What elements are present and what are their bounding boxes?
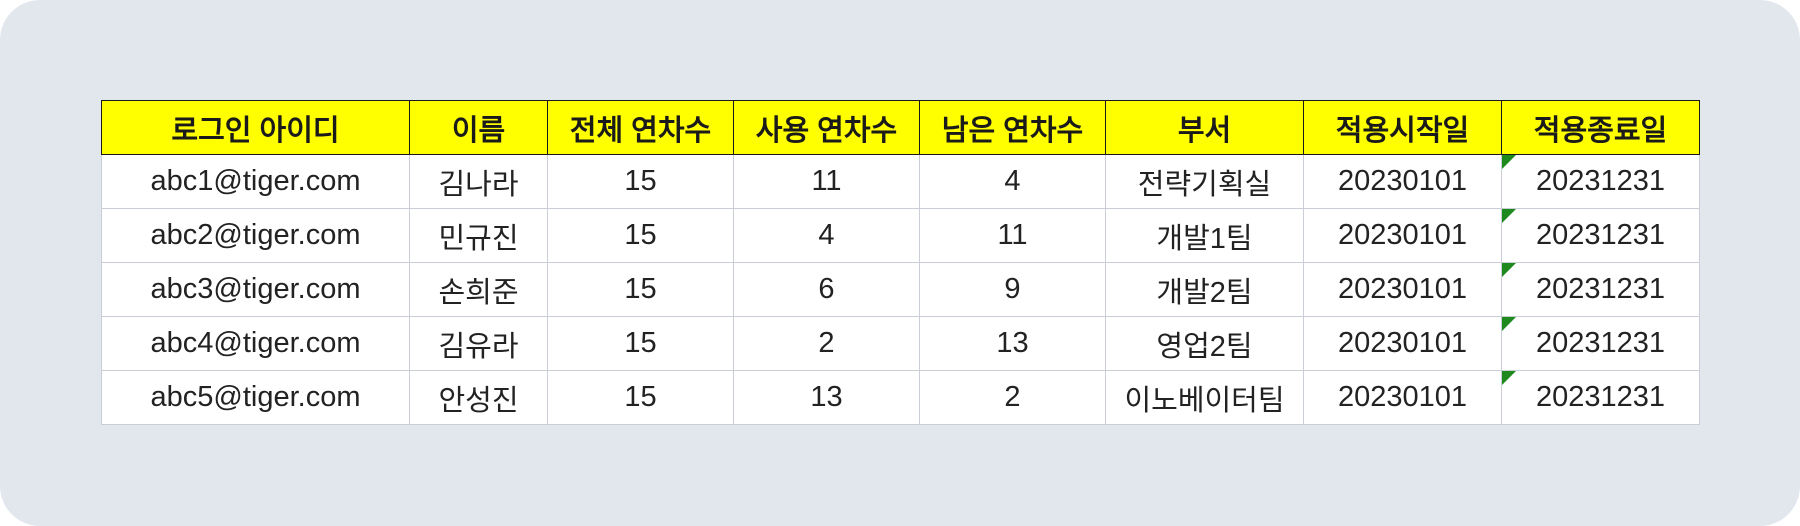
cell-end-date[interactable]: 20231231 [1501, 262, 1700, 317]
cell-remaining-leave[interactable]: 9 [919, 262, 1106, 317]
header-cell-start-date[interactable]: 적용시작일 [1303, 100, 1502, 155]
cell-department[interactable]: 이노베이터팀 [1105, 370, 1304, 425]
cell-start-date[interactable]: 20230101 [1303, 154, 1502, 209]
cell-department[interactable]: 개발2팀 [1105, 262, 1304, 317]
cell-end-date-value: 20231231 [1535, 273, 1666, 305]
header-cell-remaining-leave[interactable]: 남은 연차수 [919, 100, 1106, 155]
cell-used-leave[interactable]: 11 [733, 154, 920, 209]
table-row: abc3@tiger.com 손희준 15 6 9 개발2팀 20230101 … [101, 262, 1700, 317]
header-cell-end-date[interactable]: 적용종료일 [1501, 100, 1700, 155]
cell-end-date-value: 20231231 [1535, 381, 1666, 413]
cell-start-date[interactable]: 20230101 [1303, 262, 1502, 317]
spreadsheet-table: 로그인 아이디 이름 전체 연차수 사용 연차수 남은 연차수 부서 적용시작일… [101, 100, 1700, 425]
cell-remaining-leave[interactable]: 4 [919, 154, 1106, 209]
cell-end-date[interactable]: 20231231 [1501, 316, 1700, 371]
table-row: abc2@tiger.com 민규진 15 4 11 개발1팀 20230101… [101, 208, 1700, 263]
cell-login-id[interactable]: abc3@tiger.com [101, 262, 410, 317]
cell-end-date[interactable]: 20231231 [1501, 154, 1700, 209]
header-cell-used-leave[interactable]: 사용 연차수 [733, 100, 920, 155]
table-row: abc5@tiger.com 안성진 15 13 2 이노베이터팀 202301… [101, 370, 1700, 425]
cell-remaining-leave[interactable]: 13 [919, 316, 1106, 371]
cell-login-id[interactable]: abc1@tiger.com [101, 154, 410, 209]
cell-total-leave[interactable]: 15 [547, 316, 734, 371]
header-cell-name[interactable]: 이름 [409, 100, 548, 155]
cell-flag-icon [1502, 209, 1516, 223]
cell-flag-icon [1502, 371, 1516, 385]
cell-remaining-leave[interactable]: 11 [919, 208, 1106, 263]
cell-total-leave[interactable]: 15 [547, 370, 734, 425]
cell-used-leave[interactable]: 4 [733, 208, 920, 263]
cell-department[interactable]: 전략기획실 [1105, 154, 1304, 209]
cell-total-leave[interactable]: 15 [547, 208, 734, 263]
cell-name[interactable]: 김나라 [409, 154, 548, 209]
header-row: 로그인 아이디 이름 전체 연차수 사용 연차수 남은 연차수 부서 적용시작일… [101, 100, 1700, 155]
cell-login-id[interactable]: abc5@tiger.com [101, 370, 410, 425]
cell-end-date-value: 20231231 [1535, 327, 1666, 359]
cell-name[interactable]: 안성진 [409, 370, 548, 425]
cell-used-leave[interactable]: 13 [733, 370, 920, 425]
cell-total-leave[interactable]: 15 [547, 154, 734, 209]
cell-end-date-value: 20231231 [1535, 165, 1666, 197]
table-row: abc1@tiger.com 김나라 15 11 4 전략기획실 2023010… [101, 154, 1700, 209]
cell-start-date[interactable]: 20230101 [1303, 370, 1502, 425]
cell-used-leave[interactable]: 6 [733, 262, 920, 317]
cell-login-id[interactable]: abc2@tiger.com [101, 208, 410, 263]
cell-end-date[interactable]: 20231231 [1501, 370, 1700, 425]
cell-department[interactable]: 영업2팀 [1105, 316, 1304, 371]
cell-start-date[interactable]: 20230101 [1303, 316, 1502, 371]
cell-total-leave[interactable]: 15 [547, 262, 734, 317]
cell-flag-icon [1502, 155, 1516, 169]
cell-name[interactable]: 민규진 [409, 208, 548, 263]
cell-remaining-leave[interactable]: 2 [919, 370, 1106, 425]
cell-name[interactable]: 손희준 [409, 262, 548, 317]
cell-flag-icon [1502, 263, 1516, 277]
cell-login-id[interactable]: abc4@tiger.com [101, 316, 410, 371]
cell-start-date[interactable]: 20230101 [1303, 208, 1502, 263]
header-cell-department[interactable]: 부서 [1105, 100, 1304, 155]
header-cell-total-leave[interactable]: 전체 연차수 [547, 100, 734, 155]
cell-name[interactable]: 김유라 [409, 316, 548, 371]
table-row: abc4@tiger.com 김유라 15 2 13 영업2팀 20230101… [101, 316, 1700, 371]
cell-end-date[interactable]: 20231231 [1501, 208, 1700, 263]
cell-end-date-value: 20231231 [1535, 219, 1666, 251]
cell-used-leave[interactable]: 2 [733, 316, 920, 371]
cell-department[interactable]: 개발1팀 [1105, 208, 1304, 263]
cell-flag-icon [1502, 317, 1516, 331]
header-cell-login-id[interactable]: 로그인 아이디 [101, 100, 410, 155]
